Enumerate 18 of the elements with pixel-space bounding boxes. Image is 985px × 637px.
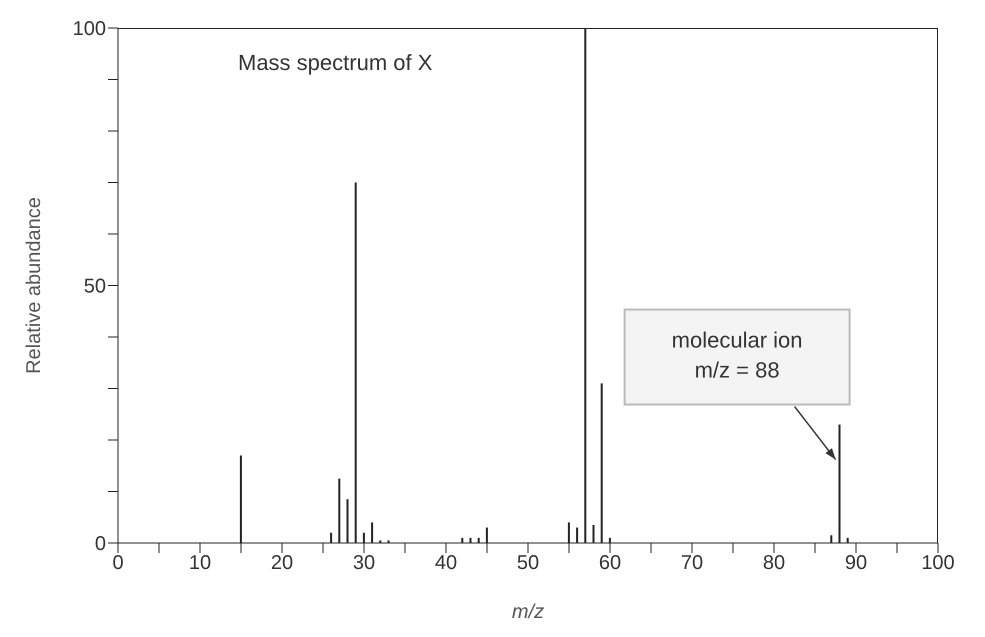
x-tick-label: 70 — [680, 552, 704, 574]
y-tick-label: 100 — [72, 18, 106, 40]
y-tick-label: 0 — [94, 533, 106, 556]
x-tick-label: 100 — [921, 552, 955, 574]
x-tick-label: 50 — [516, 552, 540, 574]
x-tick-label: 40 — [434, 552, 458, 574]
annotation: molecular ion m/z = 88 — [672, 328, 803, 383]
text: Mass spectrum of X — [238, 50, 432, 76]
x-tick-label: 60 — [598, 552, 622, 574]
x-tick-label: 80 — [762, 552, 786, 574]
x-tick-label: 30 — [352, 552, 376, 574]
y-tick-label: 50 — [84, 276, 106, 298]
x-tick-label: 90 — [844, 552, 868, 574]
x-tick-label: 20 — [270, 552, 294, 574]
x-tick-label: 10 — [188, 552, 212, 574]
x-tick-label: 0 — [112, 552, 124, 574]
y-axis-title: Relative abundance — [23, 197, 46, 374]
x-axis-title: m/z — [512, 601, 544, 623]
